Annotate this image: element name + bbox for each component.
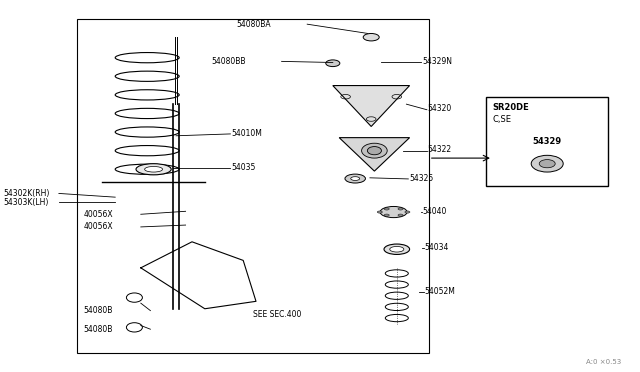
Text: 54329: 54329 [532,137,562,146]
Ellipse shape [326,60,340,67]
Text: C,SE: C,SE [493,115,512,124]
Text: 54325: 54325 [409,174,433,183]
Text: 54320: 54320 [428,105,452,113]
Ellipse shape [145,167,163,172]
Ellipse shape [398,208,403,210]
Ellipse shape [362,143,387,158]
Text: 54302K(RH): 54302K(RH) [3,189,49,198]
Ellipse shape [377,211,382,213]
Text: 54080B: 54080B [83,306,113,315]
Ellipse shape [136,164,172,175]
Ellipse shape [380,206,407,218]
Text: 54080BA: 54080BA [237,20,271,29]
Text: 54034: 54034 [424,243,449,252]
Text: A:0 ×0.53: A:0 ×0.53 [586,359,621,365]
Text: 54052M: 54052M [424,287,455,296]
Ellipse shape [351,177,360,180]
Text: 54040: 54040 [422,207,447,216]
Text: 40056X: 40056X [83,210,113,219]
Polygon shape [339,138,410,171]
Ellipse shape [531,155,563,172]
Polygon shape [333,86,410,126]
Ellipse shape [345,174,365,183]
Text: 54010M: 54010M [231,129,262,138]
Ellipse shape [390,246,404,252]
Ellipse shape [384,214,389,216]
Text: 54080B: 54080B [83,325,113,334]
Text: 54329N: 54329N [422,57,452,66]
Ellipse shape [405,211,410,213]
Text: 40056X: 40056X [83,222,113,231]
Ellipse shape [364,33,380,41]
Polygon shape [486,97,608,186]
Text: 54080BB: 54080BB [211,57,246,66]
Ellipse shape [540,160,556,168]
Ellipse shape [384,208,389,210]
Ellipse shape [367,147,381,155]
Ellipse shape [398,214,403,216]
Text: 54303K(LH): 54303K(LH) [3,198,49,207]
Text: 54035: 54035 [231,163,255,172]
Text: SEE SEC.400: SEE SEC.400 [253,310,301,319]
Text: 54322: 54322 [428,145,452,154]
Text: SR20DE: SR20DE [493,103,529,112]
Ellipse shape [384,244,410,254]
